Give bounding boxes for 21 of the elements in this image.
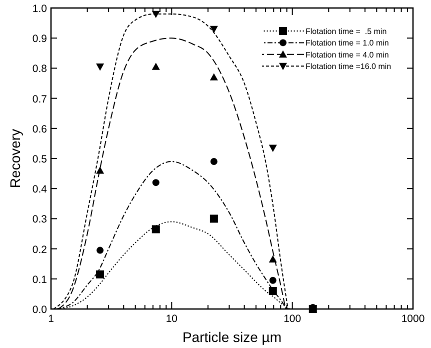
y-tick-label: 0.4 — [32, 184, 48, 196]
legend-label: Flotation time = 4.0 min — [306, 50, 389, 60]
y-tick-label: 0.1 — [32, 274, 48, 286]
legend-label: Flotation time = .5 min — [306, 27, 387, 36]
y-tick-label: 1.0 — [32, 3, 48, 15]
x-tick-label: 1 — [48, 313, 54, 325]
y-tick-label: 0.0 — [32, 304, 48, 316]
y-tick-label: 0.5 — [32, 154, 48, 166]
y-tick-label: 0.2 — [32, 244, 48, 256]
x-tick-label: 1000 — [401, 313, 425, 325]
y-tick-label: 0.8 — [32, 63, 48, 76]
legend-label: Flotation time =16.0 min — [306, 62, 392, 72]
x-tick-label: 10 — [166, 313, 178, 325]
x-tick-label: 100 — [284, 313, 302, 325]
y-tick-label: 0.7 — [32, 93, 48, 106]
x-axis-title: Particle size µm — [182, 329, 282, 345]
y-tick-label: 0.9 — [32, 33, 48, 46]
legend-label: Flotation time = 1.0 min — [306, 38, 389, 48]
y-axis-title: Recovery — [7, 128, 23, 188]
y-tick-label: 0.6 — [32, 123, 48, 136]
y-tick-label: 0.3 — [32, 214, 48, 226]
